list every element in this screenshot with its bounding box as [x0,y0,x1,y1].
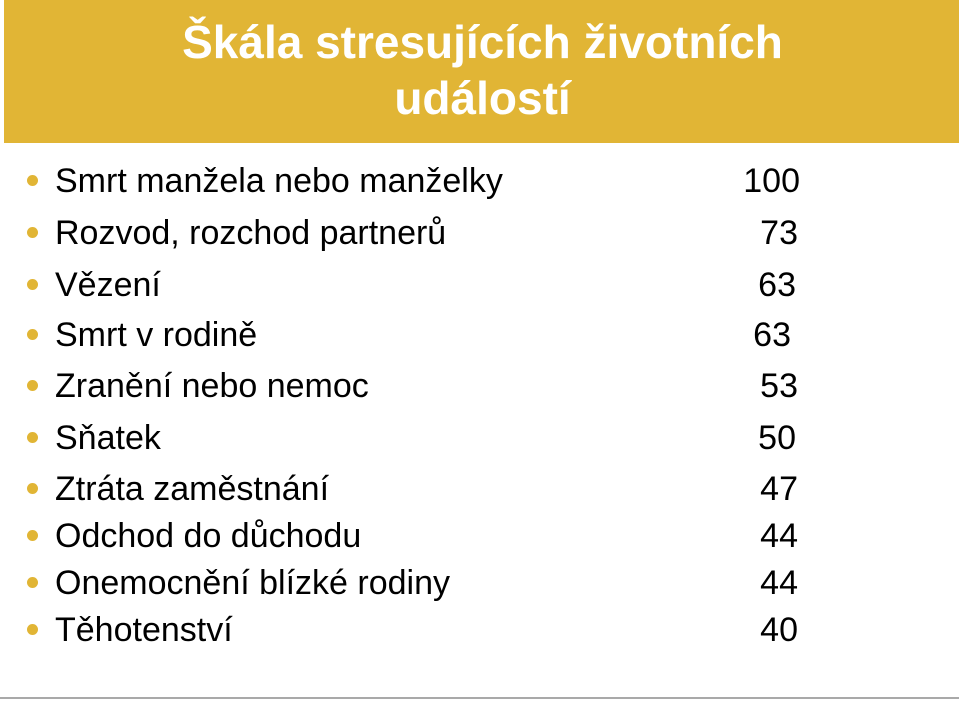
list-item: Vězení 63 [0,263,959,307]
list-item: Zranění nebo nemoc 53 [0,364,959,408]
bullet-icon [27,624,38,635]
event-label: Onemocnění blízké rodiny [55,564,450,602]
event-value: 100 [743,162,800,200]
bullet-icon [27,329,38,340]
bullet-icon [27,175,38,186]
event-label: Ztráta zaměstnání [55,470,330,508]
event-label: Smrt manžela nebo manželky [55,162,503,200]
event-value: 40 [760,611,798,649]
bullet-icon [27,227,38,238]
event-value: 63 [753,316,791,354]
bullet-icon [27,577,38,588]
event-label: Odchod do důchodu [55,517,362,555]
event-label: Sňatek [55,419,161,457]
list-item: Těhotenství 40 [0,608,959,652]
bullet-icon [27,279,38,290]
list-item: Smrt v rodině 63 [0,313,959,357]
event-value: 44 [760,564,798,602]
event-value: 44 [760,517,798,555]
list-item: Sňatek 50 [0,416,959,460]
event-value: 53 [760,367,798,405]
event-value: 47 [760,470,798,508]
event-value: 50 [758,419,796,457]
bullet-icon [27,380,38,391]
event-value: 63 [758,266,796,304]
list-item: Odchod do důchodu 44 [0,514,959,558]
event-value: 73 [760,214,798,252]
footer-divider [0,697,959,699]
event-label: Rozvod, rozchod partnerů [55,214,447,252]
slide-title: Škála stresujících životních událostí [10,14,955,126]
list-item: Rozvod, rozchod partnerů 73 [0,211,959,255]
list-item: Ztráta zaměstnání 47 [0,467,959,511]
bullet-icon [27,530,38,541]
list-item: Smrt manžela nebo manželky 100 [0,159,959,203]
event-label: Vězení [55,266,161,304]
title-line-1: Škála stresujících životních [182,16,783,68]
list-item: Onemocnění blízké rodiny 44 [0,561,959,605]
bullet-icon [27,432,38,443]
event-label: Zranění nebo nemoc [55,367,369,405]
bullet-icon [27,483,38,494]
title-line-2: událostí [394,72,571,124]
title-band [4,0,959,143]
event-label: Smrt v rodině [55,316,258,354]
event-label: Těhotenství [55,611,233,649]
